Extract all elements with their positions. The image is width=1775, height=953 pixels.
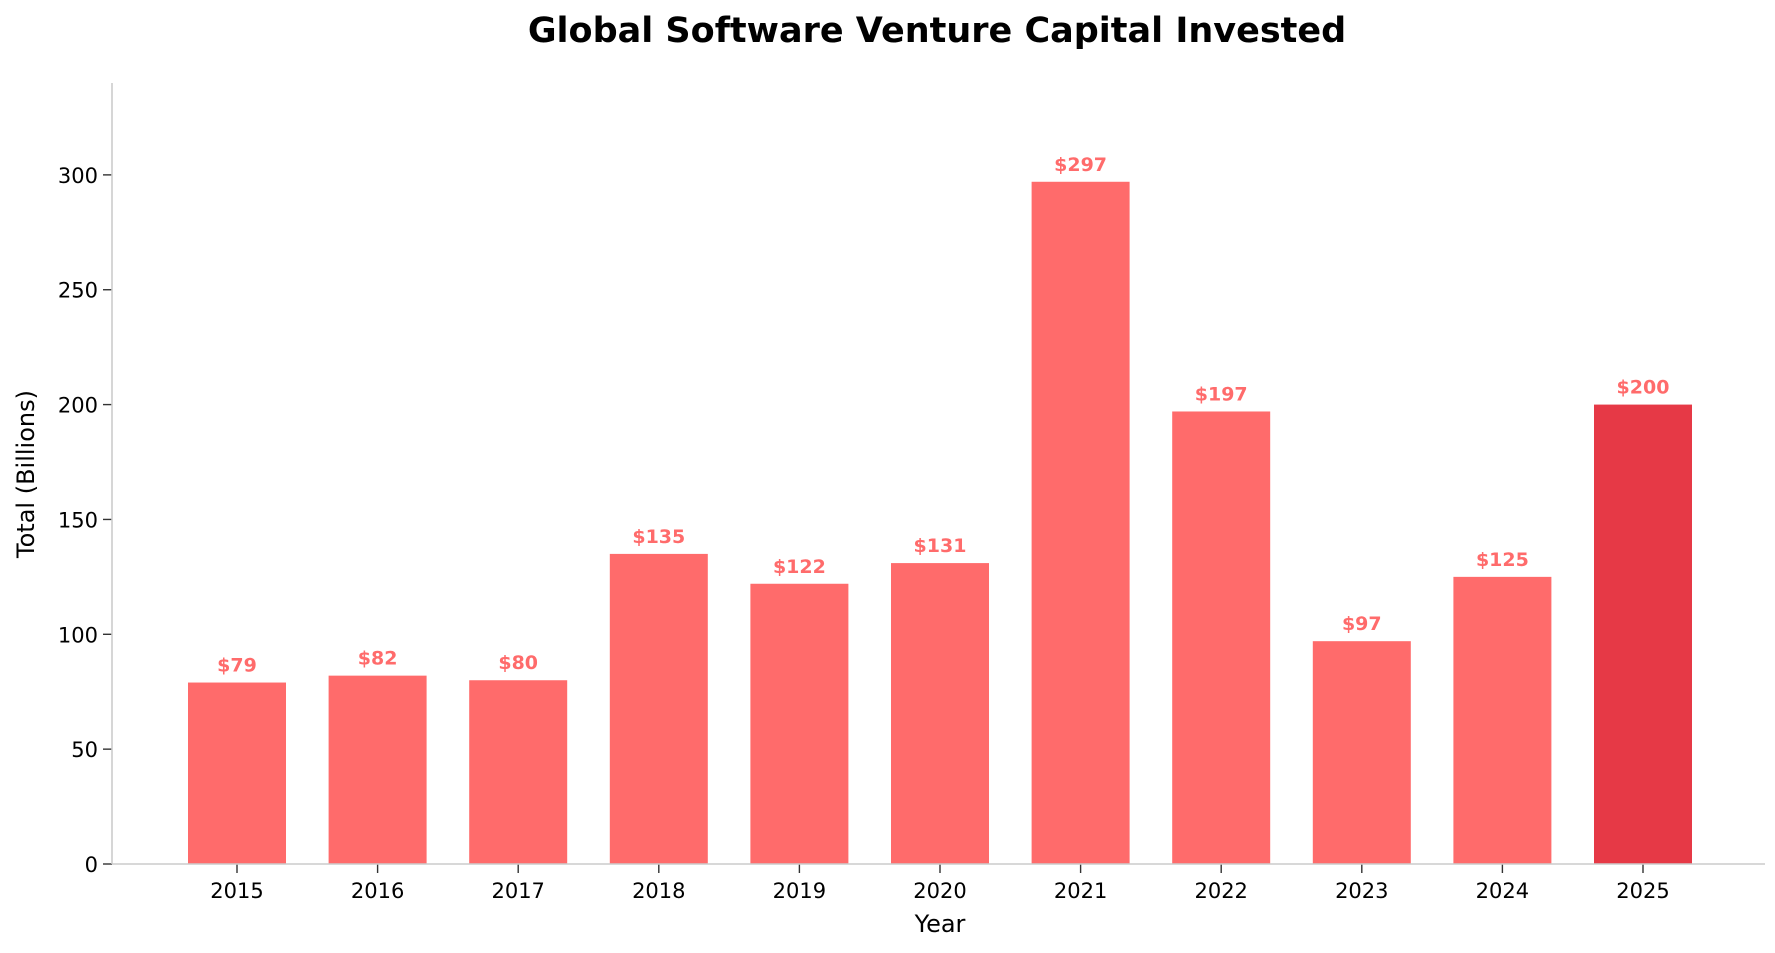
bar-2022 — [1172, 411, 1271, 864]
value-label-2024: $125 — [1476, 549, 1529, 571]
bar-2017 — [469, 680, 568, 864]
x-tick-label-2022: 2022 — [1194, 879, 1247, 903]
y-tick-label: 300 — [58, 164, 98, 188]
value-labels-group: $79 $82 $80 $135 $122 $131 $297 $197 $97 $125 $200 — [217, 154, 1669, 677]
y-tick-label: 200 — [58, 394, 98, 418]
bar-2024 — [1453, 576, 1552, 864]
y-tick-label: 150 — [58, 508, 98, 532]
chart-title: Global Software Venture Capital Invested — [528, 11, 1346, 51]
x-tick-label-2020: 2020 — [913, 879, 966, 903]
value-label-2019: $122 — [773, 556, 826, 578]
x-tick-label-2025: 2025 — [1616, 879, 1669, 903]
value-label-2020: $131 — [914, 535, 967, 557]
x-tick-label-2023: 2023 — [1335, 879, 1388, 903]
bar-2023 — [1312, 641, 1411, 864]
y-tick-label: 100 — [58, 623, 98, 647]
bar-2021 — [1031, 181, 1130, 864]
value-label-2021: $297 — [1054, 154, 1107, 176]
bar-2015 — [188, 682, 286, 864]
x-tick-label-2021: 2021 — [1054, 879, 1107, 903]
value-label-2017: $80 — [498, 652, 538, 674]
bars-group — [188, 181, 1692, 864]
y-tick-label: 50 — [71, 738, 98, 762]
y-tick-label: 0 — [85, 853, 98, 877]
value-label-2018: $135 — [632, 526, 685, 548]
value-label-2015: $79 — [217, 655, 257, 677]
x-tick-label-2017: 2017 — [491, 879, 544, 903]
bar-2019 — [750, 583, 849, 864]
x-tick-label-2019: 2019 — [773, 879, 826, 903]
x-tick-label-2018: 2018 — [632, 879, 685, 903]
bar-2020 — [891, 563, 989, 864]
x-axis-label: Year — [914, 910, 966, 938]
x-tick-label-2015: 2015 — [210, 879, 263, 903]
y-tick-label: 250 — [58, 279, 98, 303]
bar-2016 — [328, 675, 427, 864]
x-axis-ticks: 2015 2016 2017 2018 2019 2020 2021 2022 2023 2024… — [210, 864, 1670, 903]
value-label-2022: $197 — [1195, 383, 1248, 405]
bar-2025 — [1594, 404, 1692, 864]
y-axis-ticks: 0 50 100 150 200 250 300 — [58, 164, 112, 877]
bar-2018 — [609, 553, 708, 864]
value-label-2023: $97 — [1342, 613, 1382, 635]
value-label-2025: $200 — [1617, 377, 1670, 399]
y-axis-label: Total (Billions) — [12, 390, 40, 559]
value-label-2016: $82 — [358, 648, 398, 670]
x-tick-label-2024: 2024 — [1476, 879, 1529, 903]
x-tick-label-2016: 2016 — [351, 879, 404, 903]
